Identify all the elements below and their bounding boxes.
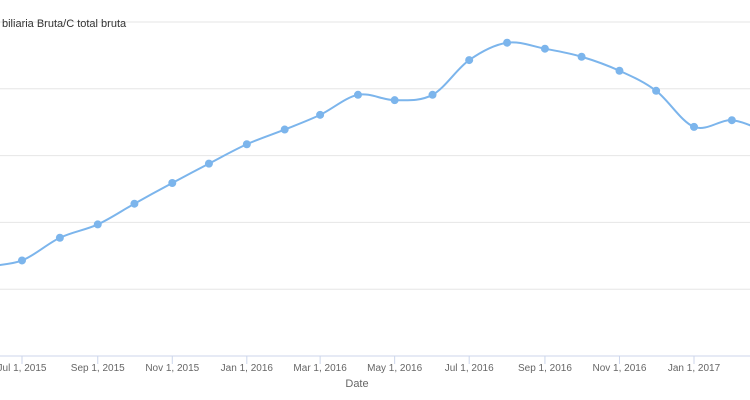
data-point[interactable] [428,90,437,99]
data-point[interactable] [55,233,64,242]
data-point[interactable] [280,125,289,134]
series-points [18,38,736,265]
data-point[interactable] [465,56,474,65]
x-tick-label: Jul 1, 2016 [445,363,494,374]
legend[interactable]: biliaria Bruta/C total bruta [2,18,127,30]
x-tick-label: Jan 1, 2016 [221,363,274,374]
data-point[interactable] [93,220,102,229]
series-line [0,41,750,267]
data-point[interactable] [316,110,325,119]
legend-label[interactable]: biliaria Bruta/C total bruta [2,18,127,30]
grid-lines [0,21,750,290]
x-tick-label: Sep 1, 2016 [518,363,572,374]
x-tick-label: Jul 1, 2015 [0,363,47,374]
x-axis-title: Date [345,378,368,390]
x-tick-label: Jan 1, 2017 [668,363,721,374]
data-point[interactable] [577,52,586,61]
data-point[interactable] [354,90,362,99]
x-tick-label: Mar 1, 2016 [293,363,347,374]
data-point[interactable] [204,159,213,168]
x-axis-ticks: Jul 1, 2015 Sep 1, 2015 Nov 1, 2015 Jan 1, … [0,356,721,374]
data-point[interactable] [18,256,26,265]
data-point[interactable] [540,44,549,53]
data-point[interactable] [503,38,512,47]
x-tick-label: Sep 1, 2015 [71,363,125,374]
data-point[interactable] [168,178,177,187]
x-tick-label: Nov 1, 2016 [593,363,647,374]
data-point[interactable] [727,116,736,125]
data-point[interactable] [130,199,139,208]
data-point[interactable] [615,66,624,75]
data-point[interactable] [690,122,698,131]
data-point[interactable] [390,96,399,105]
data-point[interactable] [242,140,251,149]
series-group [0,41,750,267]
x-tick-label: Nov 1, 2015 [145,363,199,374]
x-tick-label: May 1, 2016 [367,363,422,374]
data-point[interactable] [652,86,661,95]
